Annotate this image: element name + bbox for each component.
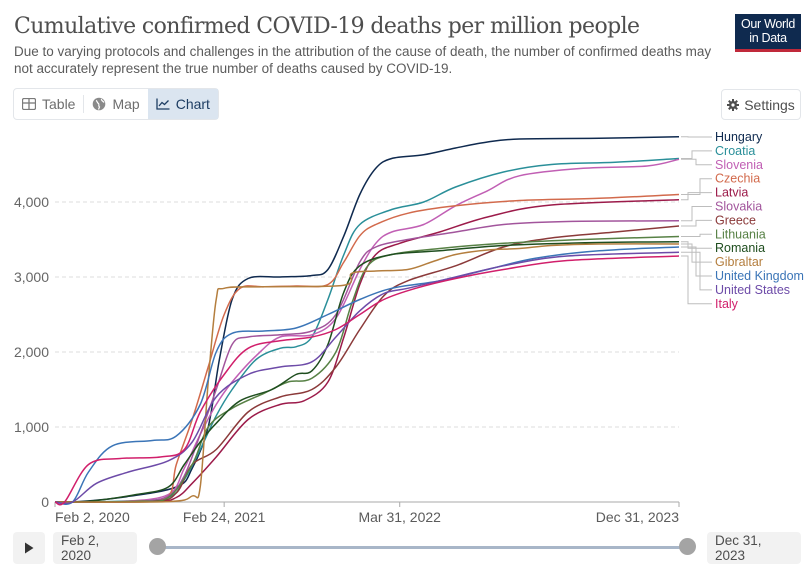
grid-lines [55,201,679,428]
legend-connector [681,246,712,277]
series-line-latvia[interactable] [54,199,680,503]
line-chart: 0 1,000 2,000 3,000 4,000 Feb 2, 2020 Feb 24,… [14,130,804,525]
y-tick-label: 0 [41,494,49,510]
timeline-end-date[interactable]: Dec 31, 2023 [707,532,801,564]
series-line-lithuania[interactable] [54,235,680,503]
series-line-croatia[interactable] [54,157,680,503]
chart-subtitle: Due to varying protocols and challenges … [14,44,712,76]
series-line-hungary[interactable] [54,136,680,504]
timeline-slider-track[interactable] [157,546,687,549]
series-line-slovenia[interactable] [54,158,680,504]
series-line-czechia[interactable] [54,193,680,503]
x-tick-label: Feb 24, 2021 [183,509,266,525]
legend-label-czechia[interactable]: Czechia [715,172,760,186]
tab-table-label: Table [42,96,76,112]
logo-line-1: Our World [740,17,796,31]
legend-connector [681,255,712,305]
series-line-romania[interactable] [54,241,680,503]
legend-label-united-states[interactable]: United States [715,283,790,297]
y-tick-label: 3,000 [14,269,49,285]
series-line-united-states[interactable] [54,251,680,505]
legend: HungaryCroatiaSloveniaCzechiaLatviaSlova… [681,130,804,311]
legend-label-croatia[interactable]: Croatia [715,144,755,158]
timeline-end-handle[interactable] [679,538,696,555]
table-icon [22,98,36,110]
settings-button[interactable]: Settings [721,89,801,120]
legend-label-united-kingdom[interactable]: United Kingdom [715,269,804,283]
globe-icon [93,97,106,111]
tab-map-label: Map [112,96,140,112]
legend-connector [681,233,712,237]
chart-title: Cumulative confirmed COVID-19 deaths per… [14,14,640,39]
legend-connector [681,206,712,222]
play-button[interactable] [13,532,45,564]
legend-label-hungary[interactable]: Hungary [715,130,763,144]
legend-connector [681,251,712,291]
series-line-slovakia[interactable] [54,220,680,503]
legend-connector [681,243,712,263]
tab-table[interactable]: Table [14,89,83,119]
gear-icon [727,98,740,111]
tab-chart-label: Chart [175,96,210,112]
legend-connector [681,192,712,201]
series-line-gibraltar[interactable] [54,243,680,503]
y-tick-label: 1,000 [14,419,49,435]
legend-label-lithuania[interactable]: Lithuania [715,227,766,241]
timeline-start-date[interactable]: Feb 2, 2020 [53,532,137,564]
series-line-united-kingdom[interactable] [54,246,680,505]
legend-label-gibraltar[interactable]: Gibraltar [715,255,763,269]
logo-line-2: in Data [749,31,787,45]
view-tabs: Table Map Chart [13,88,219,120]
x-tick-label: Feb 2, 2020 [55,509,130,525]
legend-label-slovenia[interactable]: Slovenia [715,158,763,172]
legend-label-romania[interactable]: Romania [715,241,765,255]
y-axis-ticks: 0 1,000 2,000 3,000 4,000 [14,194,49,510]
legend-label-greece[interactable]: Greece [715,213,756,227]
tab-divider [83,95,85,113]
legend-label-slovakia[interactable]: Slovakia [715,200,762,214]
legend-connector [681,219,712,227]
x-axis: Feb 2, 2020 Feb 24, 2021 Mar 31, 2022 Dec 3… [54,501,680,525]
series-line-italy[interactable] [54,255,680,506]
settings-label: Settings [744,96,795,113]
timeline-start-handle[interactable] [149,538,166,555]
tab-map[interactable]: Map [84,89,147,119]
legend-connector [681,241,712,249]
tab-chart[interactable]: Chart [147,89,218,119]
x-tick-label: Dec 31, 2023 [596,509,679,525]
owid-logo[interactable]: Our World in Data [735,14,801,52]
series-lines [54,136,680,506]
legend-connector [681,178,712,195]
play-icon [25,542,34,554]
y-tick-label: 2,000 [14,344,49,360]
legend-connector [681,150,712,159]
line-chart-icon [156,98,170,110]
legend-label-italy[interactable]: Italy [715,297,739,311]
legend-connector [681,158,712,166]
legend-label-latvia[interactable]: Latvia [715,186,748,200]
x-tick-label: Mar 31, 2022 [358,509,441,525]
y-tick-label: 4,000 [14,194,49,210]
